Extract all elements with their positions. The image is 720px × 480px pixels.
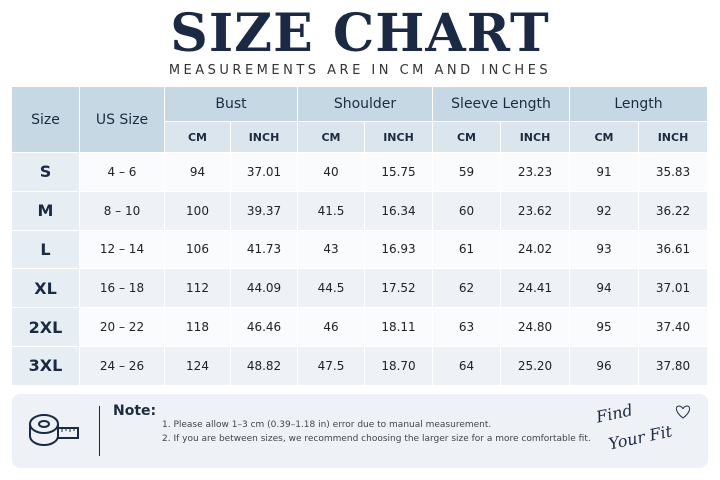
value-cell: 18.70 — [365, 347, 433, 386]
value-cell: 8 – 10 — [80, 191, 165, 231]
value-cell: 37.40 — [639, 308, 708, 347]
unit-header: CM — [298, 122, 365, 153]
unit-header: INCH — [501, 122, 570, 153]
value-cell: 23.23 — [501, 153, 570, 192]
value-cell: 93 — [570, 230, 639, 270]
value-cell: 35.83 — [639, 153, 708, 192]
size-cell: S — [12, 153, 80, 192]
unit-header: CM — [165, 122, 231, 153]
value-cell: 36.61 — [639, 230, 708, 270]
value-cell: 15.75 — [365, 153, 433, 192]
value-cell: 106 — [165, 230, 231, 270]
value-cell: 17.52 — [365, 269, 433, 309]
value-cell: 24.80 — [501, 308, 570, 347]
value-cell: 44.09 — [231, 269, 298, 309]
note-item: 1. Please allow 1–3 cm (0.39–1.18 in) er… — [162, 420, 492, 430]
header-cell: Size — [12, 87, 80, 153]
value-cell: 63 — [433, 308, 501, 347]
size-cell: 2XL — [12, 308, 80, 347]
value-cell: 46 — [298, 308, 365, 347]
value-cell: 41.73 — [231, 230, 298, 270]
value-cell: 40 — [298, 153, 365, 192]
unit-header: CM — [570, 122, 639, 153]
value-cell: 44.5 — [298, 269, 365, 309]
subtitle: MEASUREMENTS ARE IN CM AND INCHES — [168, 62, 552, 78]
unit-header: INCH — [639, 122, 708, 153]
note-item: 2. If you are between sizes, we recommen… — [162, 434, 591, 444]
value-cell: 91 — [570, 153, 639, 192]
value-cell: 94 — [570, 269, 639, 309]
value-cell: 124 — [165, 347, 231, 386]
size-cell: XL — [12, 269, 80, 309]
value-cell: 4 – 6 — [80, 153, 165, 192]
group-header: Sleeve Length — [433, 87, 570, 122]
value-cell: 95 — [570, 308, 639, 347]
value-cell: 47.5 — [298, 347, 365, 386]
divider — [99, 406, 100, 456]
value-cell: 24.02 — [501, 230, 570, 270]
tape-icon — [29, 414, 79, 446]
title: SIZE CHART — [170, 2, 550, 64]
value-cell: 37.01 — [231, 153, 298, 192]
value-cell: 37.01 — [639, 269, 708, 309]
value-cell: 24.41 — [501, 269, 570, 309]
heart-icon — [675, 405, 691, 419]
value-cell: 41.5 — [298, 191, 365, 231]
value-cell: 39.37 — [231, 191, 298, 231]
value-cell: 16 – 18 — [80, 269, 165, 309]
value-cell: 100 — [165, 191, 231, 231]
value-cell: 46.46 — [231, 308, 298, 347]
unit-header: INCH — [365, 122, 433, 153]
value-cell: 20 – 22 — [80, 308, 165, 347]
group-header: Bust — [165, 87, 298, 122]
size-cell: 3XL — [12, 347, 80, 386]
group-header: Shoulder — [298, 87, 433, 122]
value-cell: 94 — [165, 153, 231, 192]
value-cell: 112 — [165, 269, 231, 309]
value-cell: 16.34 — [365, 191, 433, 231]
value-cell: 62 — [433, 269, 501, 309]
value-cell: 96 — [570, 347, 639, 386]
header-cell: US Size — [80, 87, 165, 153]
value-cell: 16.93 — [365, 230, 433, 270]
size-cell: L — [12, 230, 80, 270]
value-cell: 18.11 — [365, 308, 433, 347]
group-header: Length — [570, 87, 708, 122]
value-cell: 23.62 — [501, 191, 570, 231]
value-cell: 61 — [433, 230, 501, 270]
value-cell: 43 — [298, 230, 365, 270]
value-cell: 118 — [165, 308, 231, 347]
unit-header: CM — [433, 122, 501, 153]
size-cell: M — [12, 191, 80, 231]
note-box — [12, 394, 708, 468]
value-cell: 36.22 — [639, 191, 708, 231]
value-cell: 12 – 14 — [80, 230, 165, 270]
value-cell: 92 — [570, 191, 639, 231]
value-cell: 25.20 — [501, 347, 570, 386]
note-label: Note: — [113, 403, 157, 419]
value-cell: 59 — [433, 153, 501, 192]
value-cell: 48.82 — [231, 347, 298, 386]
value-cell: 24 – 26 — [80, 347, 165, 386]
value-cell: 37.80 — [639, 347, 708, 386]
value-cell: 60 — [433, 191, 501, 231]
value-cell: 64 — [433, 347, 501, 386]
unit-header: INCH — [231, 122, 298, 153]
